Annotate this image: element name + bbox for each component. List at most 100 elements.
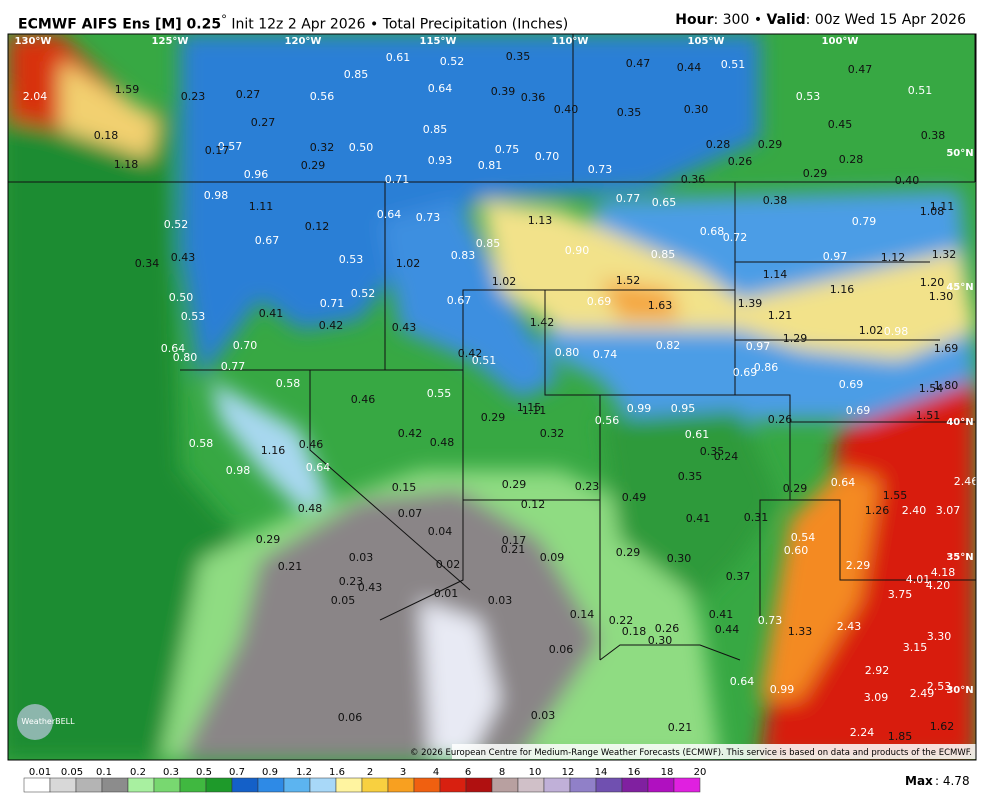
point-value: 2.46: [954, 475, 979, 488]
colorbar-swatch: [517, 777, 545, 793]
point-value: 0.06: [338, 711, 363, 724]
map-frame: [7, 33, 977, 761]
header-right: Hour: 300 • Valid: 00z Wed 15 Apr 2026: [675, 12, 966, 28]
point-value: 2.24: [850, 726, 875, 739]
point-value: 2.43: [837, 620, 862, 633]
point-value: 0.05: [331, 594, 356, 607]
point-value: 0.69: [839, 378, 864, 391]
colorbar-swatch: [673, 777, 701, 793]
point-value: 0.24: [714, 450, 739, 463]
point-value: 0.67: [447, 294, 472, 307]
latitude-label: 30°N: [946, 685, 973, 696]
point-value: 0.35: [700, 445, 725, 458]
point-value: 3.09: [864, 691, 889, 704]
point-value: 0.54: [791, 531, 816, 544]
point-value: 0.85: [651, 248, 676, 261]
point-value: 0.73: [758, 614, 783, 627]
point-value: 1.11: [249, 200, 274, 213]
point-value: 0.71: [385, 173, 410, 186]
point-value: 0.06: [549, 643, 574, 656]
point-value: 0.02: [436, 558, 461, 571]
point-value: 1.16: [261, 444, 286, 457]
longitude-label: 125°W: [152, 36, 189, 47]
point-value: 0.97: [746, 340, 771, 353]
point-value: 0.47: [848, 63, 873, 76]
point-value: 0.12: [305, 220, 330, 233]
point-value: 0.90: [565, 244, 590, 257]
point-value: 0.29: [803, 167, 828, 180]
point-value: 0.98: [204, 189, 229, 202]
point-value: 0.01: [434, 587, 459, 600]
point-value: 0.95: [671, 402, 696, 415]
colorbar-swatch: [465, 777, 493, 793]
point-value: 0.58: [276, 377, 301, 390]
point-value: 1.02: [396, 257, 421, 270]
header-left: ECMWF AIFS Ens [M] 0.25° Init 12z 2 Apr …: [18, 12, 568, 33]
point-value: 0.26: [768, 413, 793, 426]
point-value: 0.51: [908, 84, 933, 97]
point-value: 0.70: [233, 339, 258, 352]
colorbar-swatch: [179, 777, 207, 793]
point-value: 3.30: [927, 630, 952, 643]
point-value: 1.39: [738, 297, 763, 310]
colorbar-swatch: [413, 777, 441, 793]
point-value: 3.07: [936, 504, 961, 517]
point-value: 0.26: [655, 622, 680, 635]
point-value: 0.36: [521, 91, 546, 104]
point-value: 1.15: [517, 401, 542, 414]
point-value: 0.56: [310, 90, 335, 103]
colorbar-swatch: [127, 777, 155, 793]
point-value: 4.18: [931, 566, 956, 579]
point-value: 0.72: [723, 231, 748, 244]
point-value: 0.28: [706, 138, 731, 151]
point-value: 0.42: [398, 427, 423, 440]
title: ECMWF AIFS Ens [M] 0.25: [18, 16, 222, 33]
point-value: 0.48: [430, 436, 455, 449]
point-value: 0.69: [587, 295, 612, 308]
point-value: 0.69: [846, 404, 871, 417]
valid-label: Valid: [766, 12, 806, 28]
point-value: 0.65: [652, 196, 677, 209]
labels: 130°W 125°W 120°W 115°W 110°W 105°W 100°W 50°N 4…: [15, 36, 979, 743]
point-value: 2.40: [902, 504, 927, 517]
colorbar-swatch: [621, 777, 649, 793]
colorbar-label: 0.2: [130, 767, 146, 778]
colorbar-label: 0.1: [96, 767, 112, 778]
point-value: 0.48: [298, 502, 323, 515]
colorbar-label: 16: [628, 767, 641, 778]
colorbar-swatch: [387, 777, 415, 793]
point-value: 1.33: [788, 625, 813, 638]
point-value: 0.29: [502, 478, 527, 491]
point-value: 0.43: [392, 321, 417, 334]
colorbar-swatch: [569, 777, 597, 793]
point-value: 0.30: [684, 103, 709, 116]
point-value: 0.27: [236, 88, 261, 101]
logo-globe: [17, 704, 53, 740]
point-value: 0.61: [386, 51, 411, 64]
longitude-label: 100°W: [822, 36, 859, 47]
point-value: 0.36: [681, 173, 706, 186]
point-value: 0.04: [428, 525, 453, 538]
point-value: 1.18: [114, 158, 139, 171]
point-value: 1.21: [768, 309, 793, 322]
point-value: 0.41: [686, 512, 711, 525]
colorbar-label: 12: [562, 767, 575, 778]
colorbar-swatch: [23, 777, 51, 793]
point-value: 0.96: [244, 168, 269, 181]
point-value: 0.85: [476, 237, 501, 250]
longitude-label: 120°W: [285, 36, 322, 47]
colorbar-label: 0.7: [229, 767, 245, 778]
point-value: 0.52: [440, 55, 465, 68]
point-value: 0.28: [839, 153, 864, 166]
colorbar-swatch: [439, 777, 467, 793]
point-value: 0.38: [921, 129, 946, 142]
point-value: 0.53: [339, 253, 364, 266]
point-value: 1.32: [932, 248, 957, 261]
point-value: 0.60: [784, 544, 809, 557]
colorbar-label: 18: [661, 767, 674, 778]
colorbar-label: 1.6: [329, 767, 345, 778]
point-value: 0.69: [733, 366, 758, 379]
point-value: 0.77: [221, 360, 246, 373]
colorbar-label: 3: [400, 767, 406, 778]
colorbar-swatch: [309, 777, 337, 793]
